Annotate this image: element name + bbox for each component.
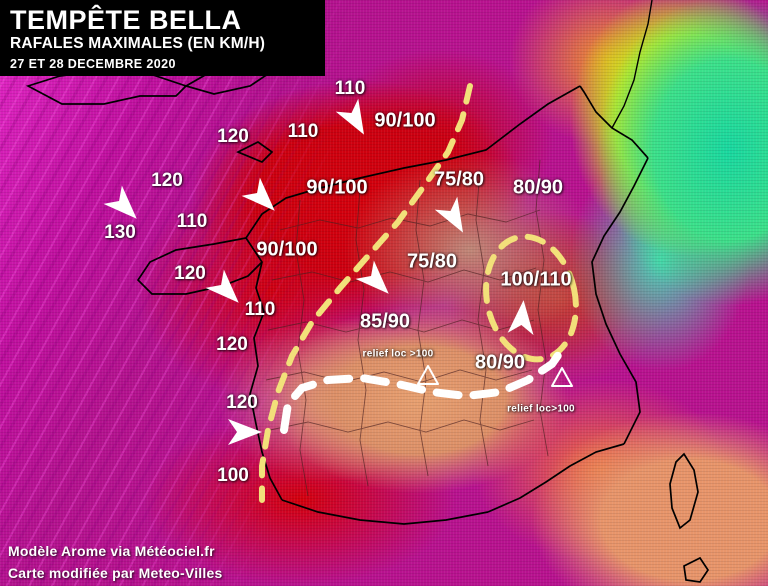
relief-massif-central-label: relief loc >100 bbox=[362, 348, 434, 360]
mountain-icon-alps bbox=[551, 367, 573, 387]
credit-model: Modèle Arome via Météociel.fr bbox=[8, 543, 215, 559]
gust-label-110: 110 bbox=[244, 299, 276, 320]
title-block: TEMPÊTE BELLA RAFALES MAXIMALES (EN KM/H… bbox=[0, 0, 325, 76]
gust-label-110: 110 bbox=[287, 121, 319, 142]
arrow-atlantic-nw bbox=[103, 185, 137, 219]
gust-label-120: 120 bbox=[151, 170, 183, 191]
gust-label-75-80: 75/80 bbox=[406, 250, 458, 273]
gust-label-120: 120 bbox=[226, 392, 258, 413]
arrow-brittany bbox=[241, 177, 275, 211]
relief-alps-south-label: relief loc>100 bbox=[507, 403, 575, 415]
gust-label-110: 110 bbox=[334, 78, 366, 99]
gust-label-100: 100 bbox=[217, 465, 249, 486]
mountain-icon-massif-central bbox=[417, 365, 439, 385]
title-date: 27 ET 28 DECEMBRE 2020 bbox=[10, 57, 176, 72]
gust-label-120: 120 bbox=[217, 126, 249, 147]
gust-label-120: 120 bbox=[174, 263, 206, 284]
relief-mountain-icons bbox=[417, 365, 573, 387]
gust-label-100-110: 100/110 bbox=[500, 268, 572, 291]
title-subtitle: RAFALES MAXIMALES (EN KM/H) bbox=[10, 35, 266, 53]
gust-label-90-100: 90/100 bbox=[374, 109, 436, 132]
arrow-north bbox=[335, 98, 364, 135]
arrow-normandy bbox=[205, 269, 239, 303]
page-title: TEMPÊTE BELLA bbox=[10, 5, 242, 35]
gust-label-120: 120 bbox=[216, 334, 248, 355]
gust-label-130: 130 bbox=[104, 222, 136, 243]
yellow-dashed-ellipse bbox=[483, 233, 579, 363]
arrow-rhone-valley bbox=[507, 300, 534, 336]
gust-label-80-90: 80/90 bbox=[474, 351, 526, 374]
gust-label-85-90: 85/90 bbox=[359, 310, 411, 333]
arrow-biscay bbox=[228, 419, 262, 445]
arrow-burgundy bbox=[434, 196, 463, 233]
coastlines bbox=[25, 0, 710, 583]
gust-label-75-80: 75/80 bbox=[433, 168, 485, 191]
gust-label-110: 110 bbox=[176, 211, 208, 232]
credit-author: Carte modifiée par Meteo-Villes bbox=[8, 565, 223, 581]
gust-label-90-100: 90/100 bbox=[256, 238, 318, 261]
arrow-centre bbox=[355, 260, 389, 294]
wind-arrow-group bbox=[103, 98, 534, 445]
yellow-dashed-front bbox=[259, 83, 473, 503]
white-dashed-limit bbox=[280, 340, 570, 434]
gust-label-80-90: 80/90 bbox=[512, 176, 564, 199]
gust-label-90-100: 90/100 bbox=[306, 176, 368, 199]
